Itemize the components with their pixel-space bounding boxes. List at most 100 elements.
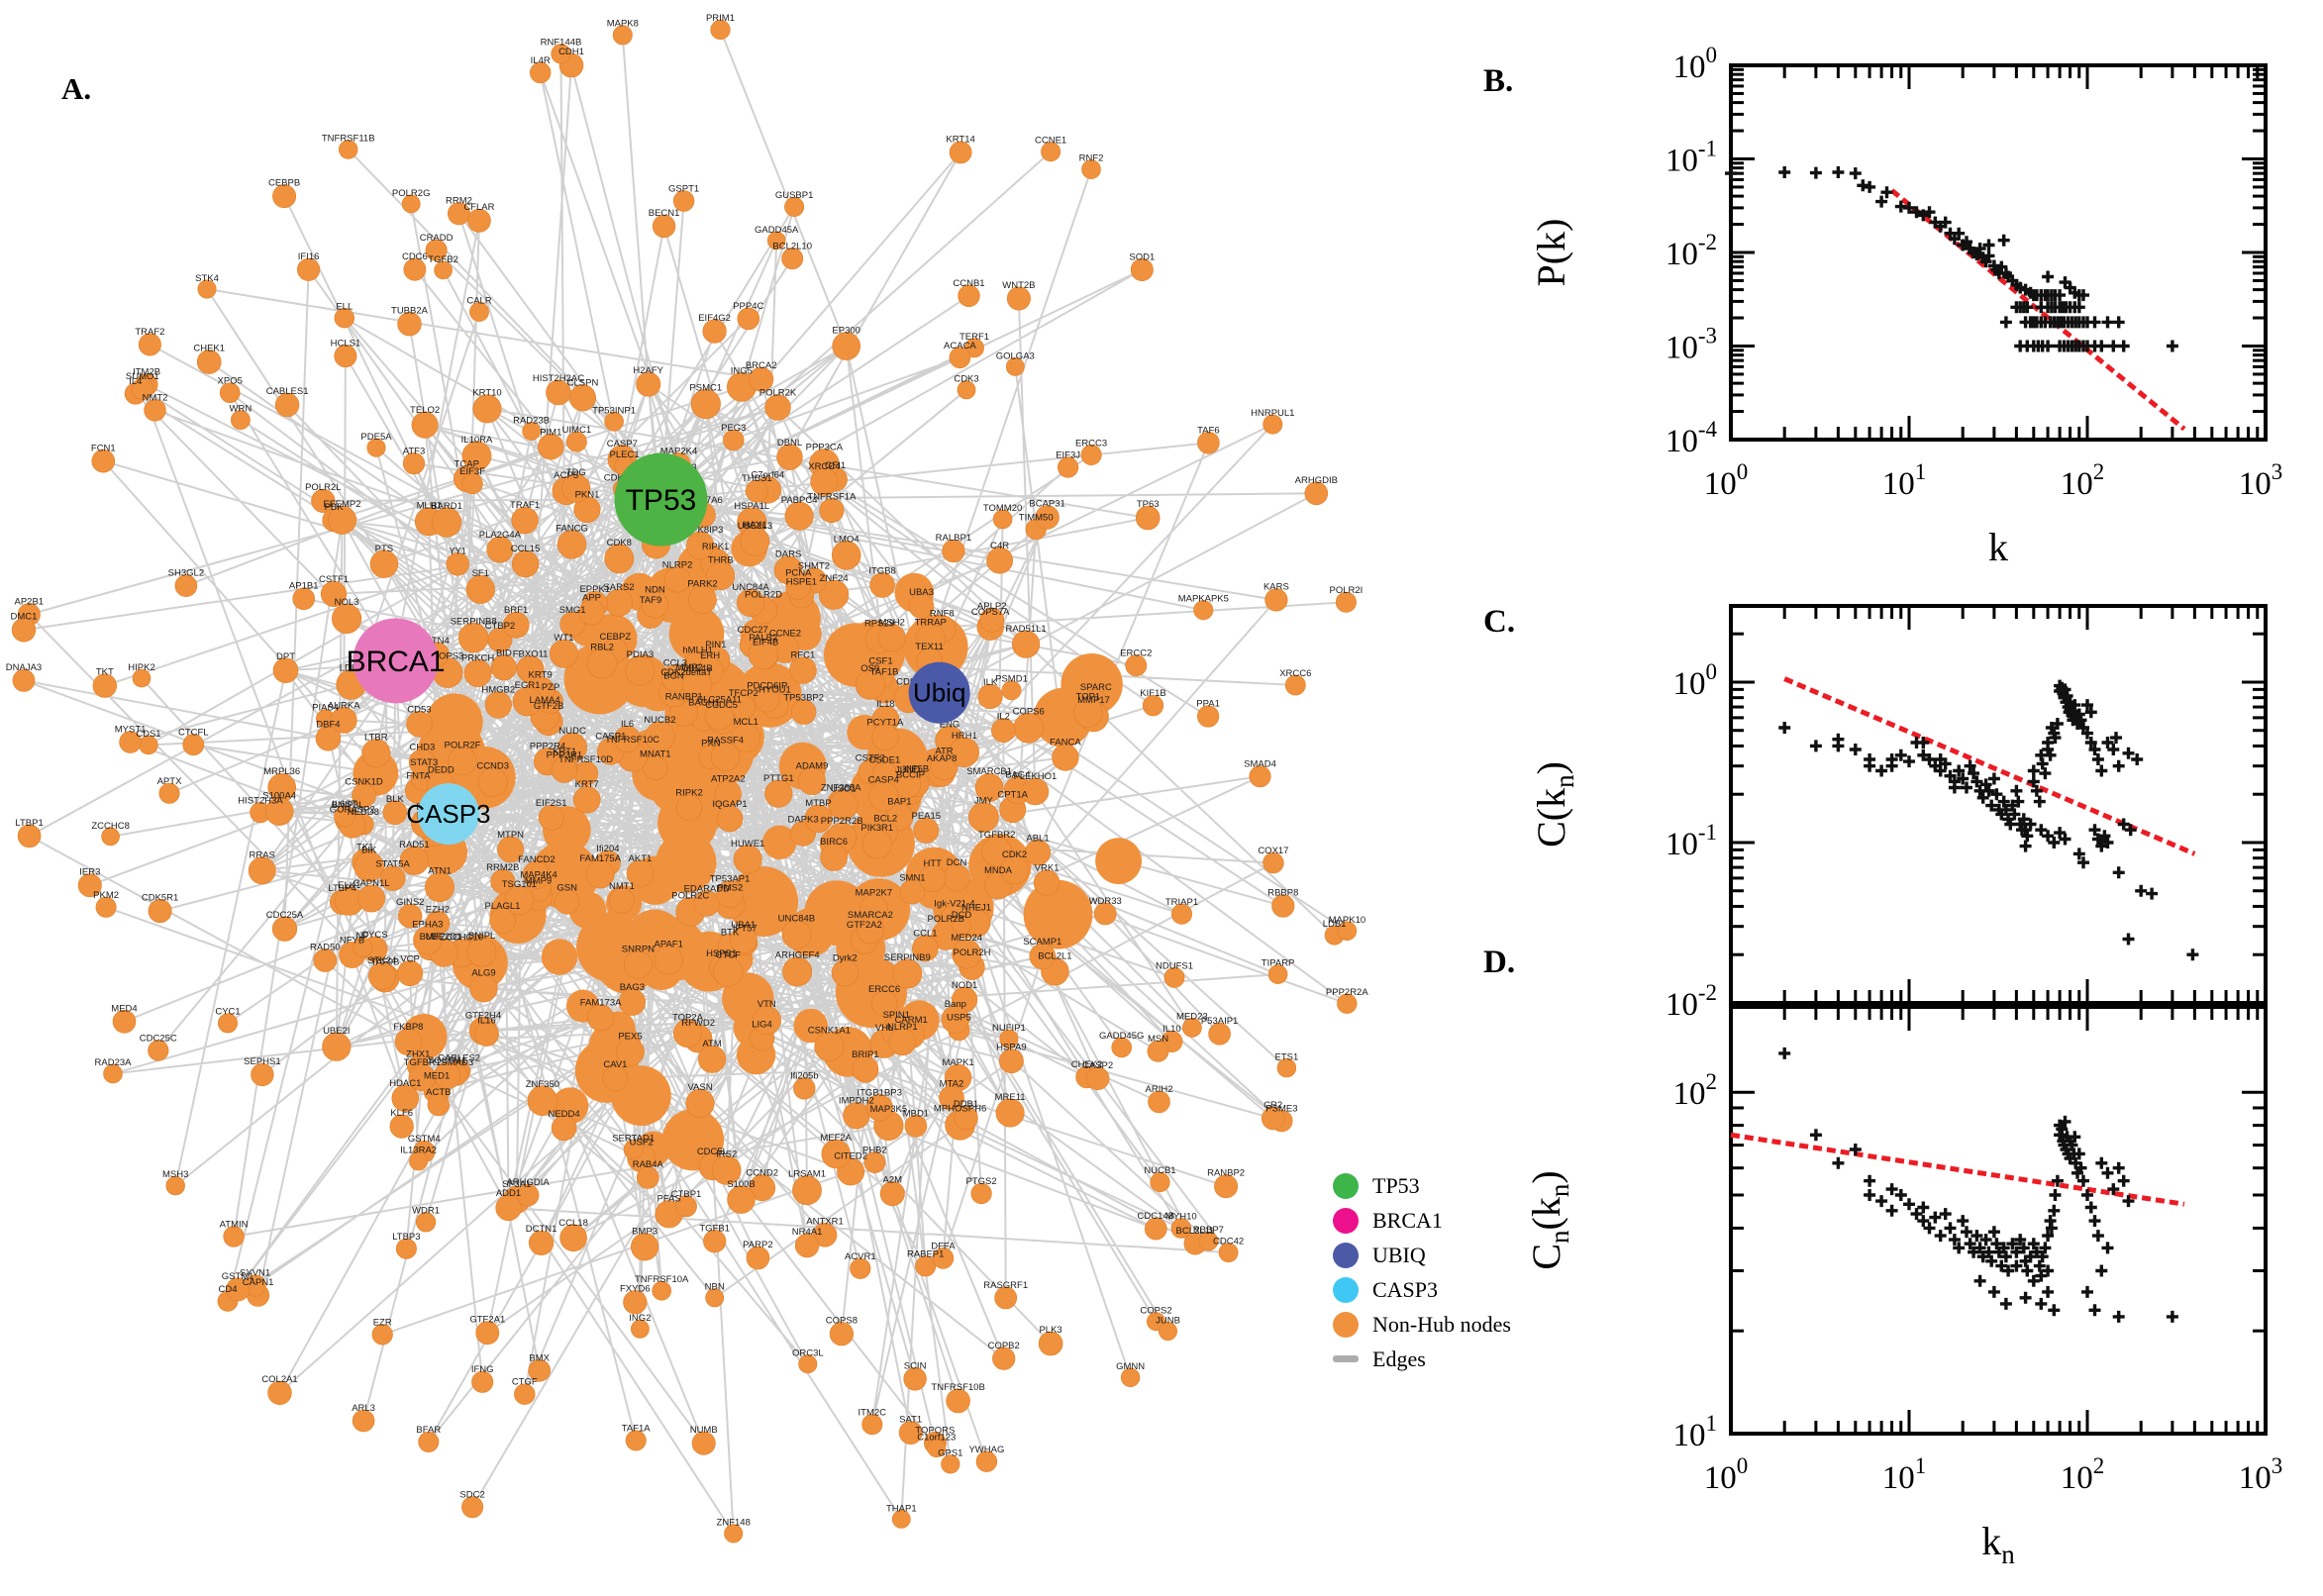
network-node <box>559 1224 587 1252</box>
network-node <box>572 785 601 814</box>
gene-label: KRT9 <box>529 670 553 681</box>
network-node <box>855 669 885 700</box>
network-node <box>781 248 804 270</box>
network-node <box>652 1280 672 1301</box>
gene-label: FNTA <box>406 771 431 782</box>
gene-label: LMO4 <box>834 534 859 545</box>
gene-label: A2M <box>883 1174 903 1185</box>
gene-label: CDC25C <box>140 1034 177 1045</box>
gene-label: COL2A1 <box>261 1374 297 1385</box>
gene-label: SMG1 <box>559 605 586 616</box>
network-node <box>197 279 217 299</box>
network-node <box>132 668 152 688</box>
gene-label: CTCFL <box>178 728 209 739</box>
network-node <box>764 394 791 421</box>
gene-label: CFLAR <box>463 202 494 213</box>
network-node <box>819 498 845 524</box>
gene-label: TP63 <box>1137 499 1160 510</box>
network-node <box>474 1022 499 1047</box>
gene-label: ZHX1 <box>406 1048 430 1059</box>
gene-label: GTF2B <box>534 701 564 712</box>
gene-label: PARP2 <box>743 1240 772 1250</box>
network-node <box>869 572 895 598</box>
network-node <box>1013 712 1044 744</box>
gene-label: TUBB2A <box>391 305 429 316</box>
gene-label: MLH1 <box>417 501 442 512</box>
gene-label: CTBP1 <box>671 1189 702 1200</box>
gene-label: CABLES1 <box>266 386 309 397</box>
hub-node-brca1 <box>353 618 439 704</box>
gene-label: CD53 <box>407 704 431 715</box>
network-node <box>891 1510 911 1529</box>
gene-label: CDK5R1 <box>142 892 179 903</box>
gene-label: CCND2 <box>746 1168 778 1179</box>
gene-label: EIF4G2 <box>698 313 731 324</box>
gene-label: EFEMP2 <box>323 499 360 510</box>
gene-label: COPB2 <box>988 1341 1020 1351</box>
gene-label: HSPA1L <box>734 501 769 512</box>
gene-label: FANCD2 <box>518 854 555 865</box>
gene-label: CHEK1 <box>193 344 225 354</box>
network-node <box>402 452 426 475</box>
axis-ticks <box>1729 63 2268 442</box>
gene-label: PTGS2 <box>966 1176 997 1187</box>
gene-label: VCP <box>400 953 420 964</box>
axis-title: kn <box>1981 1519 2015 1569</box>
gene-label: DFFA <box>931 1241 956 1251</box>
network-node <box>1218 1243 1239 1263</box>
gene-label: CSNK1A1 <box>808 1025 851 1036</box>
network-node <box>471 1370 494 1393</box>
gene-label: JUNB <box>1156 1315 1180 1326</box>
gene-label: PEA15 <box>912 811 942 822</box>
gene-label: CSF1 <box>868 656 892 667</box>
gene-label: RAD51 <box>399 840 430 850</box>
gene-label: BGN <box>663 670 684 681</box>
network-node <box>784 501 814 531</box>
network-node <box>616 1038 645 1066</box>
gene-label: TOMM20 <box>983 503 1022 514</box>
gene-label: CYC1 <box>215 1007 240 1018</box>
network-node <box>1029 943 1057 970</box>
network-node <box>952 916 971 936</box>
gene-label: CHEK2 <box>1071 1059 1103 1070</box>
network-node <box>820 844 849 871</box>
gene-label: CCL1 <box>913 929 937 940</box>
network-node <box>1159 1322 1178 1342</box>
gene-label: IRS2 <box>716 1148 737 1159</box>
network-node <box>424 872 454 903</box>
gene-label: XPO5 <box>218 376 243 387</box>
gene-label: BIRC6 <box>820 837 848 848</box>
gene-label: ZNF350 <box>526 1079 559 1090</box>
hub-node-casp3 <box>417 783 479 846</box>
network-node <box>144 399 166 422</box>
gene-label: UNC84A <box>732 582 769 593</box>
network-node <box>932 1247 955 1269</box>
network-node <box>311 488 336 513</box>
network-node <box>1145 1217 1167 1241</box>
gene-label: SLC25A11 <box>697 695 742 706</box>
legend-item-non-hub-nodes: Non-Hub nodes <box>1333 1307 1511 1342</box>
network-node <box>448 746 477 776</box>
gene-label: RRAS <box>249 850 274 861</box>
legend-dot-icon <box>1333 1311 1359 1338</box>
gene-label: CDC14B <box>1138 1211 1175 1222</box>
gene-label: SEPHS1 <box>244 1056 281 1067</box>
network-node <box>994 1286 1018 1310</box>
gene-label: ACVR1 <box>845 1251 876 1262</box>
hub-label-tp53: TP53 <box>626 484 697 517</box>
gene-label: TP53BP2 <box>783 693 824 704</box>
gene-label: RBBP8 <box>1267 888 1298 899</box>
network-node <box>327 505 356 535</box>
edge-line-icon <box>1333 1355 1359 1362</box>
network-node <box>528 1359 552 1382</box>
gene-label: PSME3 <box>1265 1103 1297 1114</box>
gene-label: CHD3 <box>409 743 435 753</box>
gene-label: HUWE1 <box>731 839 764 849</box>
gene-label: GSTM4 <box>408 1134 441 1145</box>
gene-label: CEBPB <box>268 177 300 188</box>
gene-label: BNIPL <box>468 931 495 942</box>
gene-label: LTBR <box>364 733 388 744</box>
legend-item-label: TP53 <box>1372 1172 1420 1198</box>
network-node <box>174 574 198 597</box>
gene-label: PPP4C <box>733 301 763 312</box>
